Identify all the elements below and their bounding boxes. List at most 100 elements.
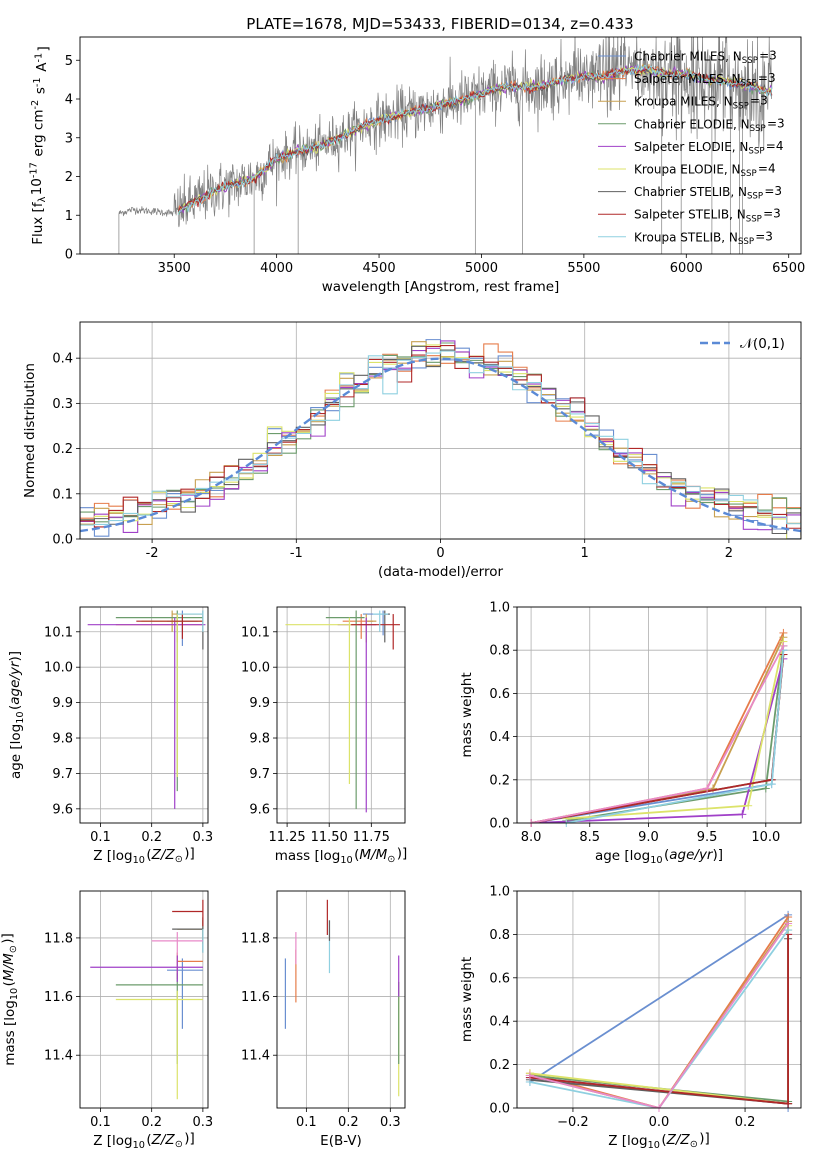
x-tick-label: 0.1 [90, 830, 111, 845]
y-axis-label: Flux [fλ 10-17 erg cm-2 s-1 A-1 ] [28, 46, 51, 245]
y-tick-label: 9.7 [52, 767, 73, 782]
legend-entry: Chabrier ELODIE, NSSP =3 [634, 116, 785, 134]
mass-vs-EBV-panel: 0.1 0.2 0.3 11.4 11.6 11.8 E(B-V) [241, 890, 406, 1149]
y-tick-label: 0.1 [52, 487, 73, 502]
y-tick-label: 0.3 [52, 397, 73, 412]
y-tick-label: 0.2 [489, 773, 510, 788]
axes-frame [276, 606, 406, 824]
axes-frame [516, 606, 802, 824]
weight-line-2 [530, 636, 785, 823]
y-tick-label: 0.0 [489, 817, 510, 832]
x-axis-label: (data-model)/error [378, 564, 504, 580]
y-tick-label: 0.0 [489, 1102, 510, 1117]
x-tick-label: 0.2 [338, 1115, 359, 1130]
x-tick-label: 11.75 [353, 830, 390, 845]
x-axis-label: Z [log10 (Z/Z⊙ )] [93, 846, 195, 866]
weight-line-5 [566, 641, 785, 820]
weight-line-9 [530, 645, 785, 823]
y-tick-label: 9.9 [52, 696, 73, 711]
x-tick-label: 4500 [363, 261, 396, 276]
legend-entry: Salpeter MILES, NSSP =3 [634, 71, 776, 89]
x-axis-label: Z [log10 (Z/Z⊙ )] [608, 1131, 710, 1151]
y-tick-label: 9.8 [249, 732, 270, 747]
y-tick-label: 1.0 [489, 885, 510, 900]
y-tick-label: 0.2 [489, 1058, 510, 1073]
axes-frame [516, 890, 802, 1109]
legend-entry: Salpeter ELODIE, NSSP =4 [634, 139, 783, 157]
y-tick-label: 11.8 [241, 931, 270, 946]
x-tick-label: 0.3 [193, 830, 214, 845]
x-tick-label: 0 [436, 546, 444, 561]
model-line-4 [177, 64, 773, 214]
x-tick-label: -2 [146, 546, 159, 561]
axes-frame [79, 36, 802, 255]
x-tick-label: 9.5 [697, 830, 718, 845]
y-axis-label: mass weight [459, 672, 475, 757]
y-tick-label: 10.0 [44, 661, 73, 676]
y-tick-label: 1.0 [489, 601, 510, 616]
axes-frame [79, 890, 209, 1109]
y-tick-label: 11.6 [44, 990, 73, 1005]
residual-histogram-6 [80, 345, 801, 536]
x-tick-label: 11.25 [268, 830, 305, 845]
x-tick-label: 2 [725, 546, 733, 561]
legend-entry: Chabrier STELIB, NSSP =3 [634, 184, 782, 202]
legend-entry: Chabrier MILES, NSSP =3 [634, 48, 777, 66]
y-tick-label: 0.4 [489, 1015, 510, 1030]
y-axis-label: mass weight [459, 957, 475, 1042]
x-tick-label: 5500 [567, 261, 600, 276]
figure-title: PLATE=1678, MJD=53433, FIBERID=0134, z=0… [246, 15, 633, 33]
y-tick-label: 9.6 [249, 802, 270, 817]
weight-line-1 [530, 632, 785, 823]
y-axis-label: Normed distribution [22, 363, 38, 498]
weight-line-1 [529, 916, 789, 1108]
x-tick-label: 0.1 [296, 1115, 317, 1130]
y-tick-label: 0.0 [52, 533, 73, 548]
x-tick-label: 4000 [260, 261, 293, 276]
legend-entry: Kroupa STELIB, NSSP =3 [634, 229, 773, 247]
x-tick-label: 3500 [158, 261, 191, 276]
x-tick-label: −0.2 [557, 1115, 589, 1130]
y-tick-label: 9.6 [52, 802, 73, 817]
y-tick-label: 10.1 [241, 625, 270, 640]
y-tick-label: 10.0 [241, 661, 270, 676]
x-tick-label: 0.3 [193, 1115, 214, 1130]
x-tick-label: 1 [581, 546, 589, 561]
normal-curve [80, 357, 801, 533]
massweight-vs-age-panel: 8.0 8.5 9.0 9.5 10.0 0.0 0.2 0.4 0.6 0.8 1.0 age [l… [459, 601, 802, 866]
x-tick-label: 0.3 [380, 1115, 401, 1130]
y-tick-label: 9.7 [249, 767, 270, 782]
y-tick-label: 11.4 [241, 1049, 270, 1064]
legend-entry: Kroupa MILES, NSSP =3 [634, 94, 768, 112]
legend-entry: 𝒩(0,1) [740, 336, 785, 352]
x-tick-label: 5000 [465, 261, 498, 276]
x-axis-label: wavelength [Angstrom, rest frame] [322, 279, 560, 295]
residual-panel: -2 -1 0 1 2 0.0 0.1 0.2 0.3 0.4 (data-model)/error… [22, 321, 802, 580]
y-axis-label: age [log10 (age/yr)] [7, 651, 26, 779]
massweight-vs-Z-panel: −0.2 0.0 0.2 0.0 0.2 0.4 0.6 0.8 1.0 Z [log10 (Z/… [459, 885, 802, 1151]
y-tick-label: 4 [65, 93, 73, 108]
y-tick-label: 0.8 [489, 928, 510, 943]
x-tick-label: 0.2 [735, 1115, 756, 1130]
x-axis-label: mass [log10 (M/M⊙ )] [275, 846, 408, 866]
y-tick-label: 0.6 [489, 971, 510, 986]
spectrum-panel: 3500 4000 4500 5000 5500 6000 6500 0 1 2 3 4 5 wavele… [28, 36, 805, 295]
x-axis-label: Z [log10 (Z/Z⊙ )] [93, 1131, 195, 1151]
x-tick-label: 11.50 [311, 830, 348, 845]
y-tick-label: 11.4 [44, 1049, 73, 1064]
x-axis-label: E(B-V) [320, 1133, 362, 1149]
weight-line-8 [529, 929, 789, 1108]
x-axis-label: age [log10 (age/yr)] [595, 847, 723, 866]
y-tick-label: 0.4 [52, 352, 73, 367]
y-axis-label: mass [log10 (M/M⊙ )] [0, 933, 20, 1066]
x-tick-label: 8.0 [521, 830, 542, 845]
x-tick-label: 8.5 [579, 830, 600, 845]
y-tick-label: 0 [65, 248, 73, 263]
y-tick-label: 5 [65, 54, 73, 69]
y-tick-label: 9.8 [52, 732, 73, 747]
x-tick-label: 0.1 [90, 1115, 111, 1130]
x-tick-label: 9.0 [638, 830, 659, 845]
mass-vs-Z-panel: 0.1 0.2 0.3 11.4 11.6 11.8 Z [log10 (Z/Z⊙ )] ma… [0, 890, 214, 1151]
